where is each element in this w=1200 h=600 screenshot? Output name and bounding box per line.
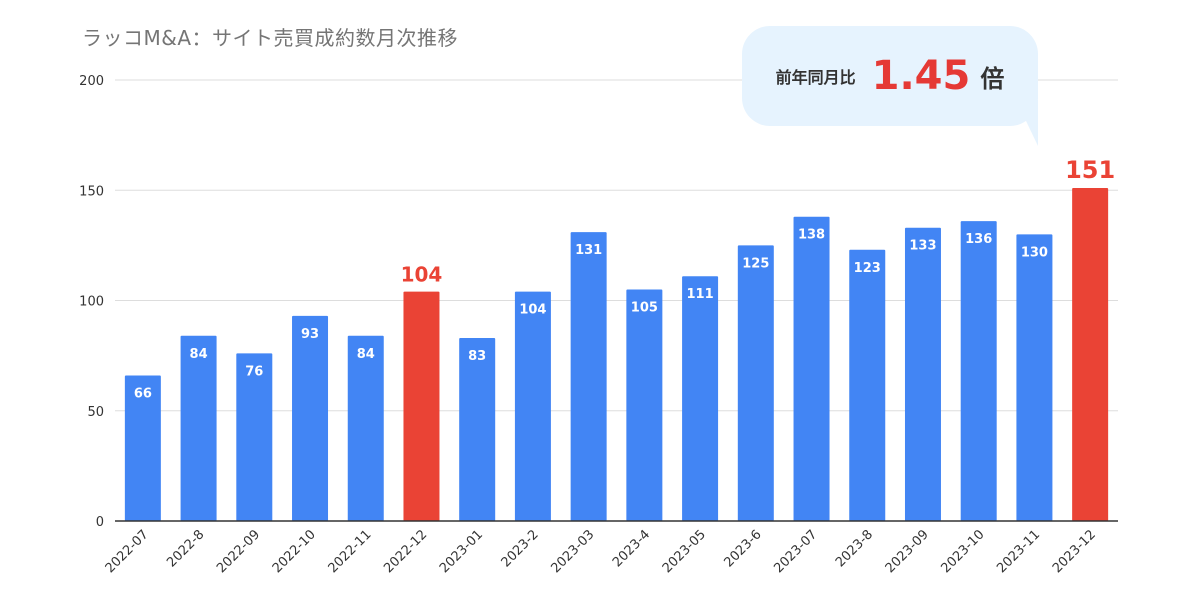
x-tick-label: 2022-10 — [270, 527, 319, 576]
bar-value-label: 123 — [854, 261, 881, 276]
bar — [960, 221, 997, 521]
yoy-callout: 前年同月比 1.45 倍 — [742, 26, 1038, 126]
bar-value-label: 66 — [134, 386, 152, 401]
y-tick-label: 200 — [79, 74, 104, 89]
bar — [236, 353, 273, 521]
bar — [793, 216, 830, 521]
y-tick-label: 50 — [87, 405, 104, 420]
x-tick-label: 2023-2 — [499, 527, 542, 570]
bar — [626, 289, 663, 521]
bar-value-label: 125 — [742, 256, 769, 271]
bar — [124, 375, 161, 521]
bar — [904, 227, 941, 522]
bar-value-label: 84 — [357, 347, 375, 362]
bar — [1016, 234, 1053, 521]
bar-value-label: 104 — [519, 303, 546, 318]
x-tick-label: 2023-10 — [939, 527, 988, 576]
bar-value-label: 130 — [1021, 245, 1048, 260]
chart-title: ラッコM&A：サイト売買成約数月次推移 — [82, 26, 459, 50]
bar — [682, 276, 719, 521]
bar-value-label: 138 — [798, 228, 825, 243]
x-tick-label: 2023-07 — [771, 527, 820, 576]
bar-value-label: 133 — [909, 239, 936, 254]
bar-value-label: 131 — [575, 243, 602, 258]
bar-highlight — [403, 291, 440, 521]
yoy-value: 1.45 — [871, 53, 971, 99]
bar — [180, 335, 217, 521]
x-tick-label: 2022-11 — [326, 527, 375, 576]
x-tick-label: 2022-8 — [164, 527, 207, 570]
x-tick-label: 2022-09 — [214, 527, 263, 576]
x-tick-label: 2023-8 — [833, 527, 876, 570]
bar-value-label: 105 — [631, 300, 658, 315]
bar-value-label: 84 — [190, 347, 208, 362]
x-tick-label: 2023-09 — [883, 527, 932, 576]
bar-value-label-highlight: 104 — [401, 263, 443, 287]
bar-value-label: 76 — [245, 364, 263, 379]
callout-tail — [1016, 100, 1038, 146]
x-tick-label: 2023-4 — [610, 527, 653, 570]
bar — [570, 232, 607, 521]
x-tick-label: 2023-01 — [437, 527, 486, 576]
bar-value-label: 111 — [687, 287, 714, 302]
bar — [737, 245, 774, 521]
bar — [292, 315, 329, 521]
y-tick-label: 0 — [96, 515, 104, 530]
y-tick-label: 150 — [79, 184, 104, 199]
x-tick-label: 2022-12 — [381, 527, 430, 576]
bar-value-label: 136 — [965, 232, 992, 247]
bar — [514, 291, 551, 521]
bar — [849, 249, 886, 521]
bar-highlight — [1072, 188, 1109, 522]
y-tick-label: 100 — [79, 295, 104, 310]
bar — [459, 337, 496, 521]
x-tick-label: 2023-11 — [994, 527, 1043, 576]
x-tick-label: 2023-6 — [721, 527, 764, 570]
bar-value-label-highlight: 151 — [1065, 156, 1115, 184]
x-tick-label: 2023-12 — [1050, 527, 1099, 576]
x-tick-label: 2023-05 — [660, 527, 709, 576]
x-tick-label: 2023-03 — [548, 527, 597, 576]
x-tick-label: 2022-07 — [103, 527, 152, 576]
yoy-label: 前年同月比 — [775, 68, 856, 87]
bar — [347, 335, 384, 521]
yoy-unit: 倍 — [980, 64, 1005, 93]
bar-value-label: 93 — [301, 327, 319, 342]
bar-value-label: 83 — [468, 349, 486, 364]
